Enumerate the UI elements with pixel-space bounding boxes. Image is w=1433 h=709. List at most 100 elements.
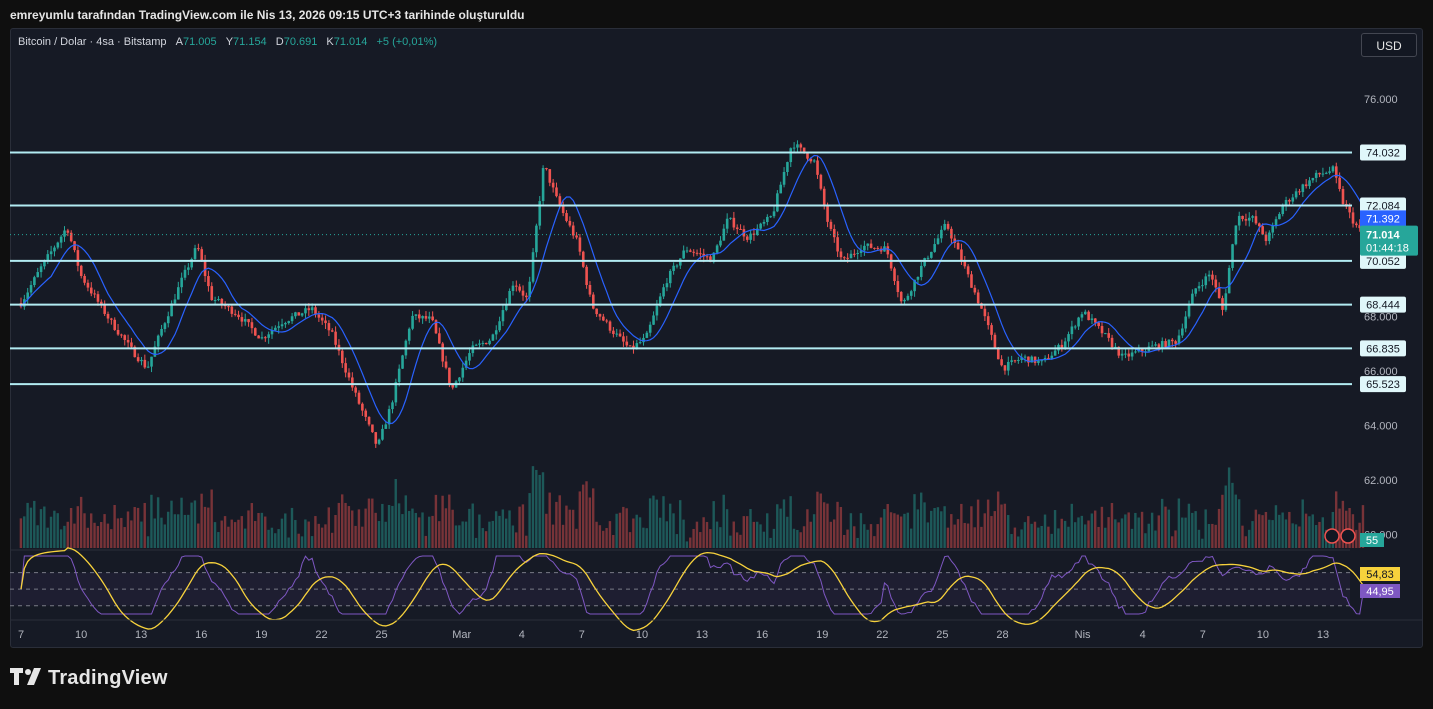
volume-bar [896,514,899,548]
volume-bar [337,502,341,548]
volume-bar [120,517,123,548]
chart-panel[interactable] [10,28,1423,648]
candle-body [481,342,485,344]
candle-body [290,316,294,322]
candle-body [692,251,696,253]
volume-bar [655,499,658,548]
candle-body [782,172,786,185]
volume-bar [173,514,177,548]
candle-body [1264,234,1268,241]
candle-body [993,334,997,348]
volume-bar [190,502,193,548]
time-tick-label: 7 [579,629,585,641]
candle-body [615,333,619,335]
volume-bar [742,516,746,548]
volume-bar [1080,515,1084,548]
candle-body [665,283,669,288]
candle-body [264,337,267,339]
candle-body [1047,357,1050,360]
candle-body [682,250,685,259]
volume-bar [906,512,909,548]
candle-body [565,213,568,221]
candle-body [963,260,967,267]
volume-bar [334,514,337,548]
candle-body [340,350,344,364]
volume-bar [565,505,568,548]
volume-bar [230,519,233,548]
candle-body [916,276,920,280]
volume-bar [59,529,63,548]
volume-bar [324,524,327,548]
volume-bar [63,525,66,548]
volume-badge-label: 55 [1366,535,1378,547]
volume-bar [628,532,632,548]
volume-bar [237,519,240,548]
currency-button[interactable]: USD [1361,33,1417,57]
volume-bar [715,521,719,548]
candle-body [899,291,903,302]
price-tick-label: 66.000 [1364,366,1398,378]
candle-body [1321,173,1325,175]
volume-bar [1067,526,1070,548]
candle-body [1030,356,1034,363]
candle-body [705,256,709,258]
volume-bar [986,499,990,548]
candle-body [304,308,307,314]
candle-body [29,285,33,293]
candle-body [1107,333,1111,338]
time-tick-label: 7 [1200,629,1206,641]
volume-bar [461,521,464,548]
volume-bar [143,502,146,548]
candle-body [1097,322,1100,327]
volume-bar [494,511,498,548]
change-value: +5 (+0,01%) [376,36,438,48]
volume-bar [421,512,424,548]
candle-body [458,377,461,382]
volume-bar [1053,510,1057,548]
candle-body [1181,328,1184,336]
volume-bar [66,521,69,548]
level-price-tag [1360,197,1406,214]
candle-body [106,313,110,319]
candle-body [421,316,424,319]
volume-bar [26,502,29,548]
volume-bar [1150,512,1154,548]
volume-bar [1174,530,1177,548]
volume-bar [364,508,367,548]
volume-bar [23,516,26,548]
volume-bar [1104,527,1107,548]
volume-bar [960,503,963,548]
candle-body [187,267,190,270]
volume-bar [635,514,638,548]
volume-bar [1224,485,1227,548]
volume-bar [822,502,826,548]
volume-bar [150,494,153,548]
volume-bar [779,508,782,548]
volume-bar [444,508,448,548]
candle-body [1023,356,1027,358]
candle-body [116,329,120,335]
candle-body [625,341,629,346]
time-tick-label: 16 [195,629,207,641]
candle-body [822,188,826,206]
volume-bar [170,500,173,548]
volume-bar [354,525,357,548]
candle-body [739,228,742,230]
volume-bar [622,506,625,548]
volume-bar [1191,512,1194,548]
volume-bar [729,535,732,548]
candle-body [1288,200,1291,202]
volume-bar [438,521,441,548]
candle-body [1217,287,1221,299]
volume-bar [1258,514,1261,548]
candle-body [1063,341,1067,348]
volume-bar [89,513,93,548]
volume-bar [826,503,829,548]
volume-bar [488,521,491,548]
volume-bar [1097,526,1100,548]
volume-bar [561,524,565,548]
candle-body [595,308,598,315]
candle-body [745,236,749,240]
candle-body [602,316,605,321]
